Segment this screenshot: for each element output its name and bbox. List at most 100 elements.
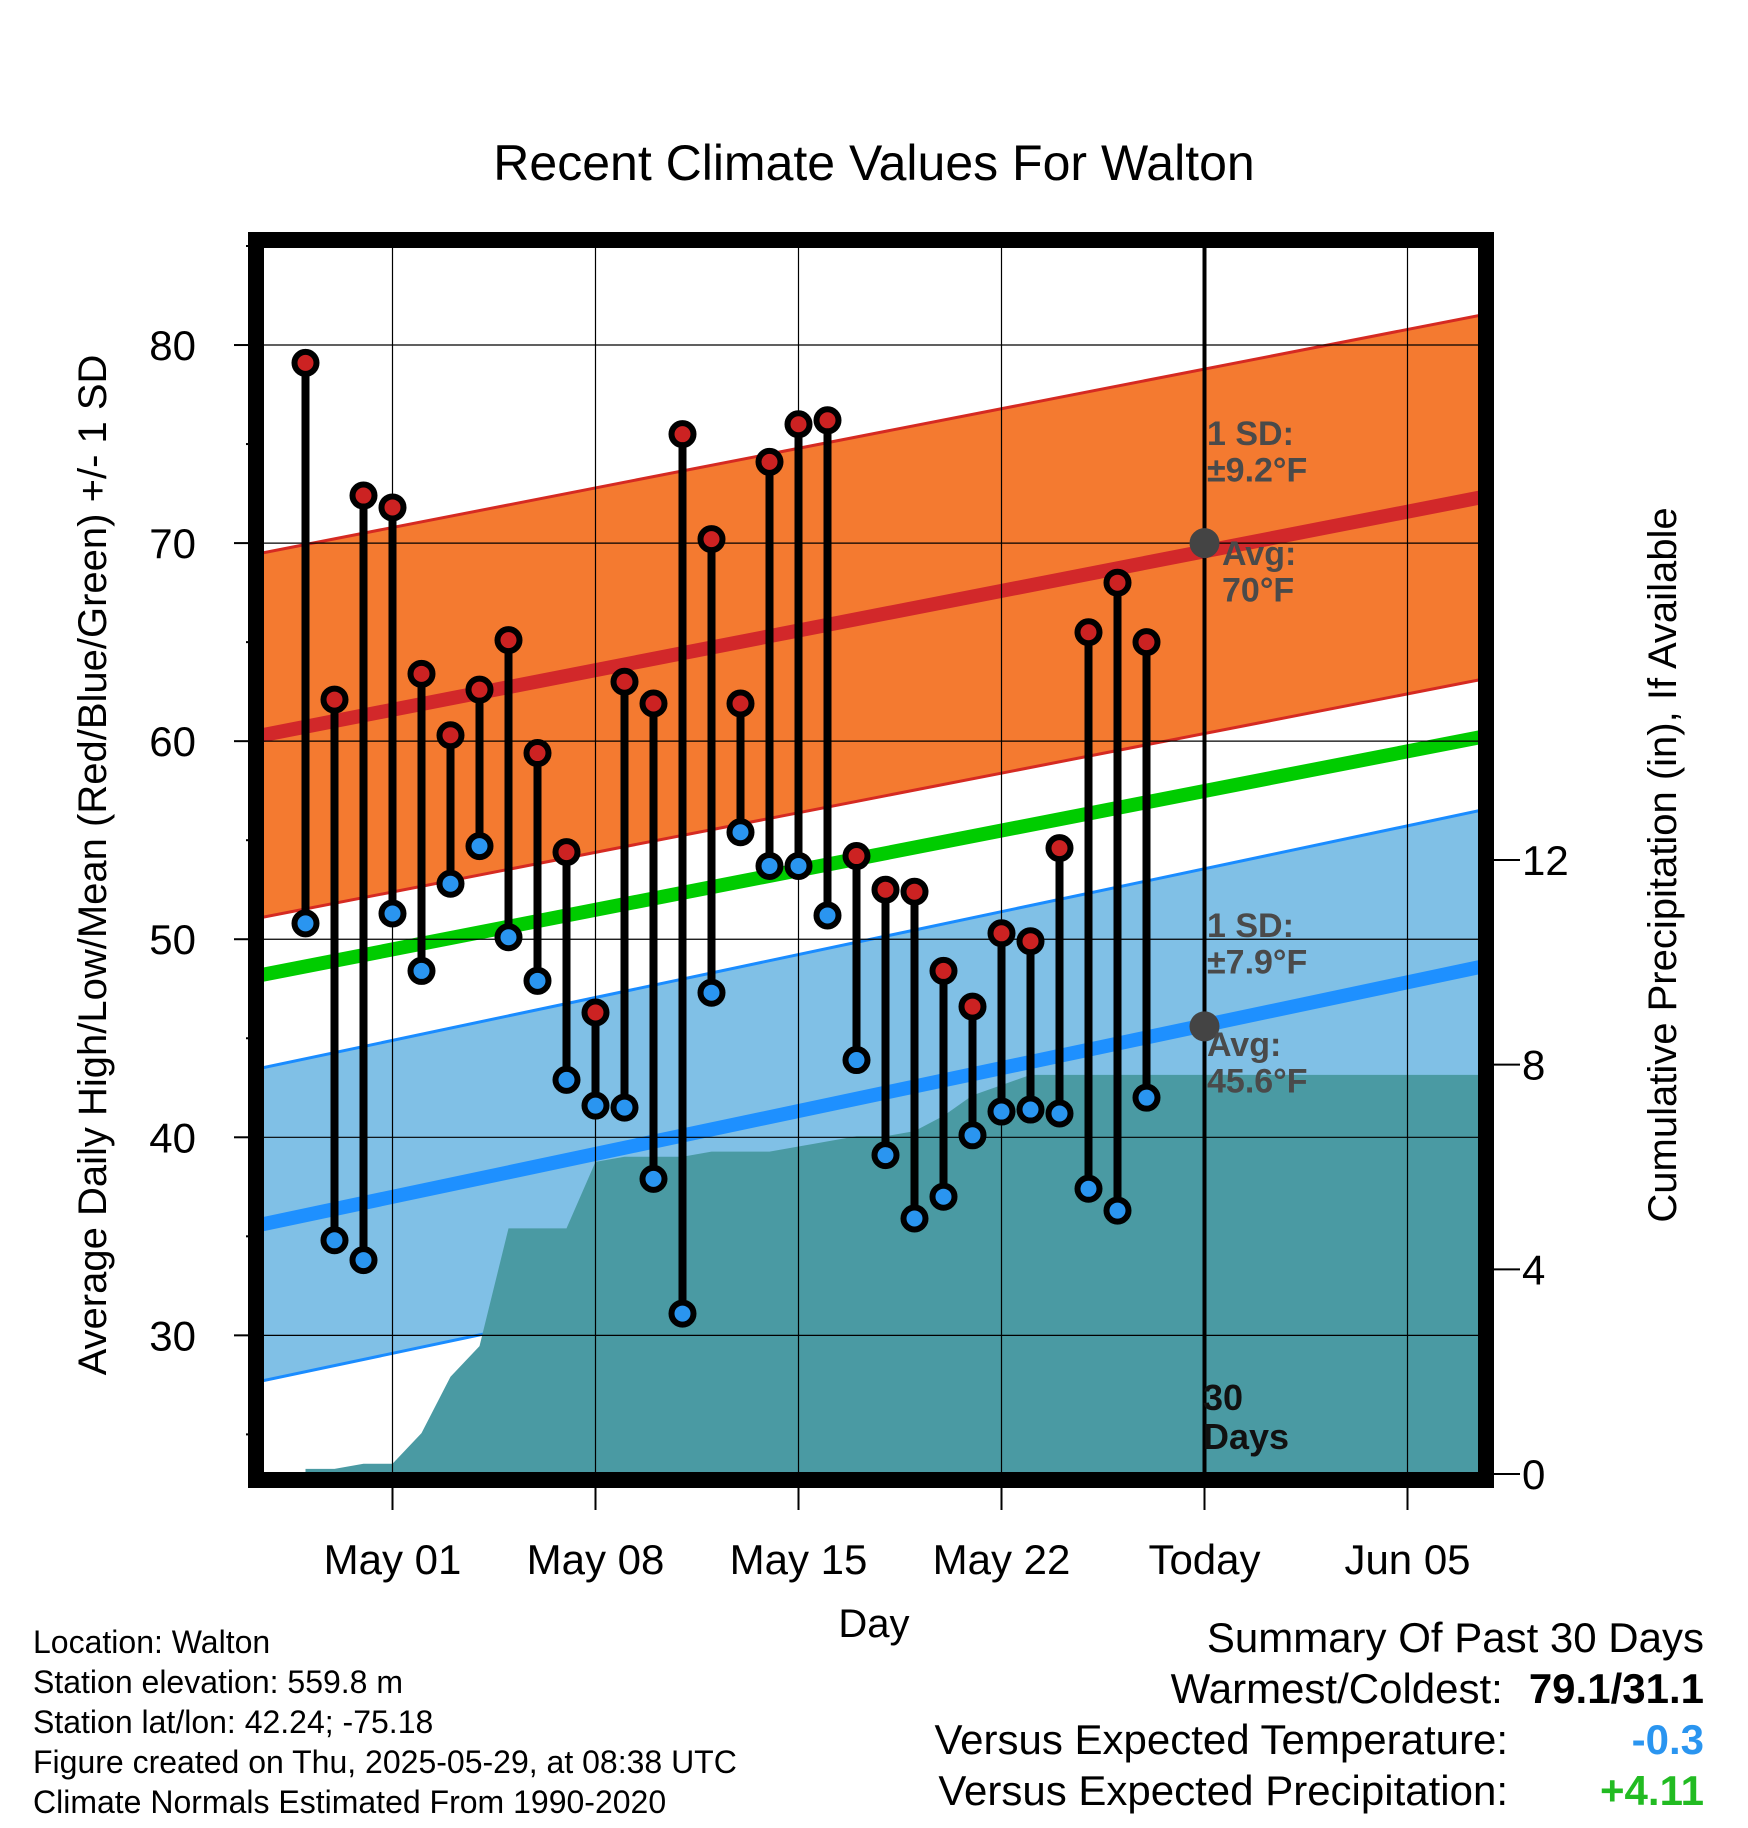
- daily-low-point: [842, 1046, 871, 1075]
- summary-value: +4.11: [1600, 1767, 1704, 1814]
- summary-row-precipitation: Versus Expected Precipitation: +4.11: [934, 1765, 1704, 1816]
- x-axis-label: Day: [838, 1602, 909, 1646]
- daily-low-point: [871, 1141, 900, 1170]
- daily-low-point: [784, 851, 813, 880]
- summary-panel: Summary Of Past 30 Days Warmest/Coldest:…: [934, 1612, 1704, 1816]
- x-tick-label: May 08: [527, 1536, 665, 1583]
- daily-low-point: [1045, 1099, 1074, 1128]
- days-window-label-line: Days: [1203, 1416, 1289, 1457]
- daily-low-point: [320, 1226, 349, 1255]
- normal-high-band-upper-edge: [262, 313, 1480, 555]
- daily-high-point: [1016, 927, 1045, 956]
- days-window-label: 30 Days: [1203, 1377, 1289, 1457]
- low-avg-annotation-line: Avg:: [1207, 1026, 1281, 1064]
- chart-title: Recent Climate Values For Walton: [493, 135, 1254, 191]
- normal-high-band-lower-edge: [262, 678, 1480, 919]
- station-elevation: Station elevation: 559.8 m: [33, 1664, 404, 1700]
- daily-low-point: [581, 1091, 610, 1120]
- today-high-avg-marker: [1189, 528, 1220, 559]
- daily-high-point: [436, 721, 465, 750]
- y-tick-label-left: 60: [149, 718, 196, 765]
- climate-normals-note: Climate Normals Estimated From 1990-2020: [33, 1784, 667, 1820]
- daily-high-point: [581, 998, 610, 1027]
- daily-low-point: [639, 1164, 668, 1193]
- high-sd-annotation-line: ±9.2°F: [1207, 452, 1307, 490]
- y-tick-label-left: 40: [149, 1114, 196, 1161]
- daily-low-point: [697, 978, 726, 1007]
- figure-created: Figure created on Thu, 2025-05-29, at 08…: [33, 1744, 737, 1780]
- daily-high-point: [639, 689, 668, 718]
- daily-high-point: [523, 739, 552, 768]
- daily-low-point: [465, 832, 494, 861]
- summary-value: 79.1/31.1: [1528, 1665, 1704, 1712]
- station-location: Location: Walton: [33, 1624, 271, 1660]
- y-tick-label-right: 8: [1522, 1042, 1545, 1089]
- daily-low-point: [929, 1182, 958, 1211]
- daily-high-point: [407, 659, 436, 688]
- daily-high-point: [958, 992, 987, 1021]
- daily-high-point: [987, 919, 1016, 948]
- low-sd-annotation-line: 1 SD:: [1207, 907, 1294, 945]
- low-sd-annotation: 1 SD: ±7.9°F: [1207, 907, 1307, 982]
- daily-low-point: [668, 1299, 697, 1328]
- y-tick-label-left: 30: [149, 1312, 196, 1359]
- daily-high-point: [900, 877, 929, 906]
- daily-low-point: [900, 1204, 929, 1233]
- low-avg-annotation-line: 45.6°F: [1207, 1063, 1308, 1101]
- daily-high-point: [842, 842, 871, 871]
- daily-high-point: [871, 875, 900, 904]
- x-tick-label: May 22: [933, 1536, 1071, 1583]
- daily-low-point: [987, 1097, 1016, 1126]
- daily-low-point: [813, 901, 842, 930]
- daily-high-point: [291, 348, 320, 377]
- high-avg-annotation: Avg: 70°F: [1222, 535, 1296, 610]
- y-tick-label-left: 70: [149, 520, 196, 567]
- high-avg-annotation-line: 70°F: [1222, 572, 1294, 610]
- x-tick-label: May 15: [730, 1536, 868, 1583]
- y-tick-label-right: 12: [1522, 837, 1569, 884]
- daily-high-point: [697, 525, 726, 554]
- daily-low-point: [378, 899, 407, 928]
- daily-low-point: [1074, 1174, 1103, 1203]
- summary-value: -0.3: [1631, 1716, 1704, 1763]
- high-sd-annotation: 1 SD: ±9.2°F: [1207, 415, 1307, 490]
- daily-low-point: [1132, 1083, 1161, 1112]
- daily-low-point: [523, 966, 552, 995]
- daily-low-point: [755, 851, 784, 880]
- daily-low-point: [436, 869, 465, 898]
- daily-high-point: [465, 675, 494, 704]
- daily-low-point: [1016, 1095, 1045, 1124]
- daily-high-point: [494, 626, 523, 655]
- daily-high-point: [552, 838, 581, 867]
- summary-label: Versus Expected Temperature:: [934, 1716, 1508, 1763]
- days-window-label-line: 30: [1203, 1377, 1243, 1418]
- y-tick-label-right: 0: [1522, 1451, 1545, 1498]
- daily-low-point: [610, 1093, 639, 1122]
- cumulative-precip-area: [305, 1074, 1480, 1474]
- daily-low-point: [291, 909, 320, 938]
- daily-high-point: [668, 420, 697, 449]
- x-tick-label: Jun 05: [1344, 1536, 1470, 1583]
- daily-high-point: [929, 956, 958, 985]
- y-tick-label-left: 80: [149, 322, 196, 369]
- daily-high-point: [610, 667, 639, 696]
- daily-low-point: [726, 818, 755, 847]
- today-low-avg-marker: [1189, 1011, 1220, 1042]
- station-info: Location: Walton Station elevation: 559.…: [33, 1622, 737, 1822]
- y-tick-label-left: 50: [149, 916, 196, 963]
- high-sd-annotation-line: 1 SD:: [1207, 415, 1294, 453]
- daily-low-point: [349, 1246, 378, 1275]
- normal-mean-line: [262, 730, 1480, 982]
- summary-label: Warmest/Coldest:: [1170, 1665, 1503, 1712]
- daily-low-point: [552, 1065, 581, 1094]
- station-latlon: Station lat/lon: 42.24; -75.18: [33, 1704, 434, 1740]
- daily-high-point: [1132, 628, 1161, 657]
- plot-frame: [248, 232, 1494, 1488]
- summary-heading: Summary Of Past 30 Days: [1206, 1614, 1704, 1661]
- x-tick-label: Today: [1148, 1536, 1260, 1583]
- x-tick-label: May 01: [324, 1536, 462, 1583]
- daily-high-point: [1045, 834, 1074, 863]
